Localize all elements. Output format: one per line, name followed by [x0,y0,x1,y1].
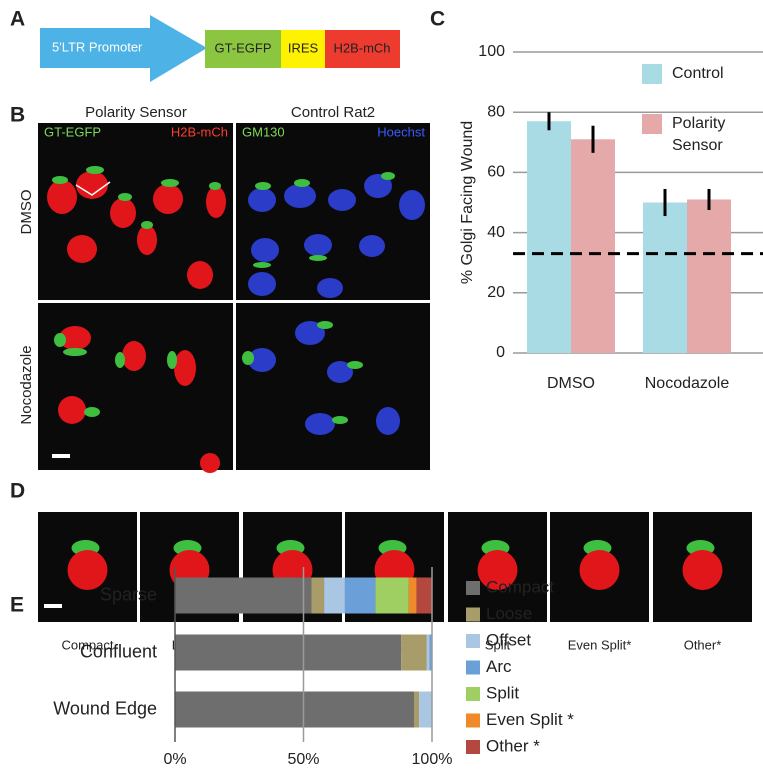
legend-swatch [466,607,480,622]
legend-label: Compact [486,577,554,596]
channel-label: GT-EGFP [44,124,101,139]
legend-swatch [642,64,662,84]
bar-segment [416,577,432,614]
legend-label: Offset [486,630,531,649]
bar-segment [426,634,430,671]
y-tick-label: Wound Edge [53,698,157,718]
y-tick-label: 100 [478,43,505,60]
channel-label: H2B-mCh [171,124,228,139]
nucleus [682,550,723,590]
y-tick-label: 40 [487,224,505,241]
y-tick-label: 0 [496,344,505,361]
bar [643,202,687,353]
image-label: Compact [61,637,113,652]
legend-swatch [642,114,662,134]
cassette-label: GT-EGFP [214,40,271,55]
nucleus [477,550,518,590]
bar-segment [324,577,345,614]
cassette-label: H2B-mCh [333,40,390,55]
column-header: Polarity Sensor [85,104,187,121]
row-label: DMSO [18,190,35,235]
x-tick-label: 50% [287,751,319,768]
column-header: Control Rat2 [291,104,375,121]
legend-label: Even Split * [486,710,574,729]
y-tick-label: 60 [487,164,505,181]
bar [571,139,615,353]
micrograph [236,303,430,470]
x-tick-label: 0% [163,751,186,768]
cassette-box [281,30,325,68]
bar-segment [419,691,432,728]
channel-label: GM130 [242,124,285,139]
nucleus [67,550,108,590]
x-tick-label: Nocodazole [645,375,730,392]
panel-letter: A [10,8,25,31]
channel-label: Hoechst [377,124,425,139]
panel-letter: B [10,104,25,127]
y-axis-label: % Golgi Facing Wound [459,121,476,284]
panel-letter: D [10,480,25,503]
panel-letter: E [10,594,24,617]
bar [687,199,731,353]
row-label: Nocodazole [18,345,35,424]
micrograph [236,123,430,300]
nucleus [579,550,620,590]
bar-segment [175,634,402,671]
legend-label: Polarity Sensor [672,115,726,154]
y-tick-label: 80 [487,103,505,120]
legend-swatch [466,713,480,728]
bar-segment [175,577,312,614]
image-label: Even Split* [568,637,632,652]
x-tick-label: DMSO [547,375,595,392]
y-tick-label: Sparse [100,584,157,604]
promoter-label: 5'LTR Promoter [52,39,143,54]
legend-swatch [466,634,480,648]
micrograph-grid [38,123,430,473]
legend-swatch [466,687,480,701]
legend-label: Arc [486,657,512,676]
legend-label: Split [486,683,519,702]
cassette-box [205,30,281,68]
bar-segment [344,577,376,614]
cassette-box [325,30,400,68]
legend-swatch [466,581,480,595]
legend-swatch [466,660,480,675]
x-tick-label: 100% [412,751,453,768]
bar-segment [375,577,409,614]
y-tick-label: Confluent [80,641,157,661]
legend-swatch [466,740,480,754]
panel-letter: C [430,8,445,31]
bar-segment [414,691,420,728]
image-label: Split [485,637,511,652]
legend-label: Control [672,65,724,82]
bar-segment [175,691,415,728]
image-label: Other* [684,637,722,652]
cassette-label: IRES [288,40,319,55]
bar-segment [401,634,427,671]
legend-label: Loose [486,604,532,623]
bar-segment [311,577,325,614]
legend-label: Other * [486,736,540,755]
bar-segment [408,577,417,614]
bar-segment [429,634,432,671]
bar [527,121,571,353]
y-tick-label: 20 [487,284,505,301]
promoter-arrow [40,15,207,82]
